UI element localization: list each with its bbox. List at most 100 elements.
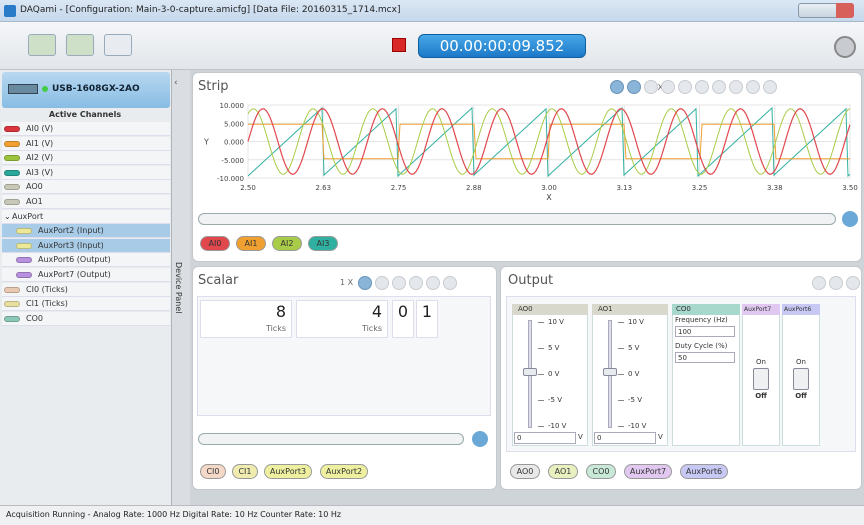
scalar-unit: Ticks [265,324,286,333]
toolbar-icon[interactable] [426,276,440,290]
x-axis-label: X [546,193,552,202]
title-bar [0,0,864,22]
channels-heading: Active Channels [48,110,122,119]
co-header: CO0 [672,304,740,315]
dio-off: Off [795,392,807,400]
channel-color [16,272,32,278]
legend-chip[interactable]: AI2 [272,236,302,251]
dio-header: AuxPort6 [782,304,820,315]
toolbar-icon[interactable] [763,80,777,94]
channel-row[interactable] [2,209,170,224]
legend-chip[interactable]: AO0 [510,464,540,479]
co-input[interactable]: 100 [675,326,735,337]
channel-row[interactable] [2,311,170,326]
y-axis-label: Y [203,138,209,147]
ao-input[interactable]: 0 [594,432,656,444]
channel-color [4,315,20,322]
legend-chip[interactable]: CI0 [200,464,226,479]
scalar-title: Scalar [198,273,239,288]
stop-button[interactable] [392,38,406,52]
legend-chip[interactable]: AuxPort6 [680,464,728,479]
legend-chip[interactable]: AI0 [200,236,230,251]
legend-chip[interactable]: AO1 [548,464,578,479]
toolbar-icon[interactable] [644,80,658,94]
toolbar-icon[interactable] [695,80,709,94]
save-button[interactable] [66,34,94,56]
toolbar-icon[interactable] [409,276,423,290]
channel-row[interactable] [2,165,170,180]
toolbar-icon[interactable] [358,276,372,290]
layout-button[interactable] [104,34,132,56]
legend-chip[interactable]: AI3 [308,236,338,251]
channel-row[interactable] [2,151,170,166]
dio-switch[interactable] [753,368,769,390]
channel-row[interactable] [2,297,170,312]
scalar-cell [392,300,414,338]
legend-chip[interactable]: CI1 [232,464,258,479]
toolbar-icon[interactable] [746,80,760,94]
ao-header: AO1 [592,304,668,315]
slider-thumb[interactable] [523,368,537,376]
channel-color [4,199,20,205]
device-panel-tab[interactable] [172,70,190,505]
channel-label: AI0 (V) [26,124,54,133]
channel-row[interactable] [2,195,170,209]
toolbar-icon[interactable] [729,80,743,94]
open-button[interactable] [28,34,56,56]
scalar-cell [416,300,438,338]
co-input[interactable]: 50 [675,352,735,363]
x-tick-label: 3.00 [541,184,557,192]
channel-row[interactable] [2,282,170,297]
device-name: USB-1608GX-2AO [52,84,140,94]
toolbar-icon[interactable] [661,80,675,94]
waveform [247,106,851,178]
dio-switch[interactable] [793,368,809,390]
channel-row[interactable] [2,180,170,195]
toolbar-icon[interactable] [812,276,826,290]
y-tick-label: -5.000 [221,157,244,165]
slider-thumb[interactable] [603,368,617,376]
channel-row[interactable] [2,122,170,136]
toolbar-icon[interactable] [712,80,726,94]
toolbar-icon[interactable] [610,80,624,94]
toolbar-icon[interactable] [846,276,860,290]
channel-label: AuxPort [12,211,44,221]
scalar-value: 8 [275,302,286,321]
channel-row[interactable] [2,224,170,239]
waveform [247,108,851,175]
legend-chip[interactable]: CO0 [586,464,616,479]
channel-color [16,242,32,249]
channel-row[interactable] [2,253,170,268]
legend-chip[interactable]: AuxPort3 [264,464,312,479]
legend-chip[interactable]: AuxPort7 [624,464,672,479]
toolbar-icon[interactable] [627,80,641,94]
strip-scroll-button[interactable] [842,211,858,227]
x-tick-label: 3.38 [767,184,783,192]
strip-scrollbar[interactable] [198,213,836,225]
scale-label: 5 V [628,344,640,352]
x-tick-label: 3.13 [616,184,632,192]
toolbar-icon[interactable] [392,276,406,290]
toolbar-icon[interactable] [829,276,843,290]
expand-arrow[interactable]: ⌄ [4,211,11,221]
scalar-scrollbar[interactable] [198,433,464,445]
scalar-scroll-button[interactable] [472,431,488,447]
channel-label: CO0 [26,313,43,323]
toolbar-icon[interactable] [375,276,389,290]
channel-row[interactable] [2,268,170,282]
legend-chip[interactable]: AI1 [236,236,266,251]
legend-chip[interactable]: AuxPort2 [320,464,368,479]
collapse-arrow[interactable]: ‹ [174,78,178,88]
channel-row[interactable] [2,136,170,151]
channel-label: AuxPort3 (Input) [38,240,104,250]
toolbar-icon[interactable] [443,276,457,290]
close-button[interactable] [836,3,854,18]
x-tick-label: 2.88 [466,184,482,192]
settings-button[interactable] [834,36,856,58]
ao-input[interactable]: 0 [514,432,576,444]
channel-row[interactable] [2,238,170,253]
toolbar-icon[interactable] [678,80,692,94]
device-status [42,86,48,92]
